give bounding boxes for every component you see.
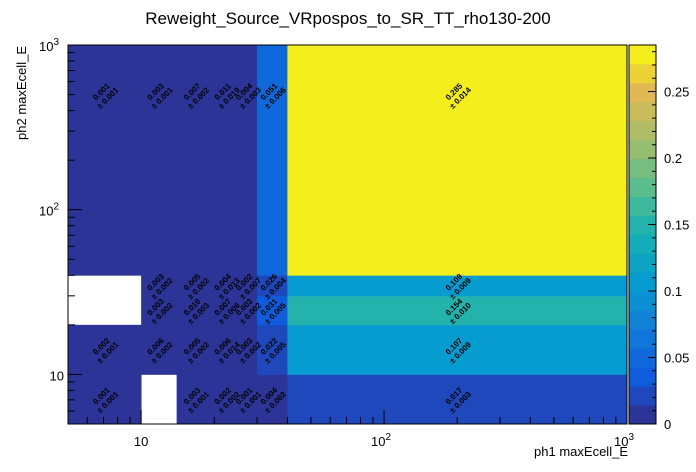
heatmap-cell [176,374,215,425]
heatmap-cell [257,324,288,375]
heatmap-cell [257,45,288,276]
colorbar-tick-label: 0.2 [664,151,682,166]
colorbar-swatch [629,63,656,84]
colorbar-swatch [629,215,656,235]
colorbar-swatch [629,139,656,160]
heatmap-cells [68,45,628,425]
colorbar-swatch [629,329,656,349]
colorbar: 0 0.05 0.1 0.15 0.2 0.25 [628,44,689,432]
y-tick-label: 10 [50,368,64,383]
heatmap-cell [287,324,628,375]
x-tick-label: 102 [371,432,391,449]
colorbar-tick-label: 0.1 [664,284,682,299]
heatmap-cell [257,374,288,425]
heatmap-cell [176,295,215,326]
heatmap-cell [237,45,258,276]
colorbar-swatch [629,234,656,254]
x-axis-title: ph1 maxEcell_E [534,444,628,459]
colorbar-swatch [629,101,656,122]
x-tick-label: 10 [134,434,148,449]
heatmap-cell [176,275,215,297]
heatmap-cell [68,324,142,375]
heatmap-cell [214,295,239,326]
heatmap-cell [141,295,178,326]
heatmap-cell [176,45,215,276]
colorbar-swatch [629,405,656,425]
colorbar-swatch [629,196,656,216]
heatmap-cell [214,374,239,425]
heatmap-cell [257,295,288,326]
colorbar-swatch [629,120,656,141]
heatmap-cell [214,324,239,375]
heatmap-cell [257,275,288,297]
heatmap-cell [287,45,628,276]
colorbar-swatch [629,386,656,406]
heatmap-cell [141,45,178,276]
colorbar-tick-label: 0 [664,417,671,432]
heatmap-cell [176,324,215,375]
heatmap-cell [141,324,178,375]
heatmap-cell [237,275,258,297]
heatmap-cell [214,275,239,297]
y-tick-label: 102 [39,202,59,219]
heatmap-cell [287,295,628,326]
colorbar-tick-label: 0.05 [664,351,689,366]
chart-title: Reweight_Source_VRpospos_to_SR_TT_rho130… [145,9,550,28]
colorbar-swatch [629,82,656,103]
colorbar-swatch [629,177,656,197]
colorbar-swatch [629,272,656,292]
heatmap-cell [68,45,142,276]
heatmap-cell [237,295,258,326]
colorbar-tick-label: 0.15 [664,218,689,233]
heatmap-cell [237,374,258,425]
colorbar-swatch [629,291,656,311]
colorbar-swatch [629,310,656,330]
colorbar-swatch [629,348,656,368]
colorbar-swatch [629,45,656,65]
heatmap-cell [287,275,628,297]
heatmap-cell [141,275,178,297]
heatmap-cell [68,374,142,425]
colorbar-swatch [629,158,656,179]
heatmap-cell [214,45,239,276]
colorbar-swatch [629,253,656,273]
heatmap-cell [287,374,628,425]
plot-frame [67,44,628,425]
heatmap-cell [237,324,258,375]
y-axis-title: ph2 maxEcell_E [14,46,29,140]
y-tick-label: 103 [39,37,59,54]
colorbar-frame [628,44,657,425]
colorbar-swatch [629,367,656,387]
colorbar-tick-label: 0.25 [664,85,689,100]
